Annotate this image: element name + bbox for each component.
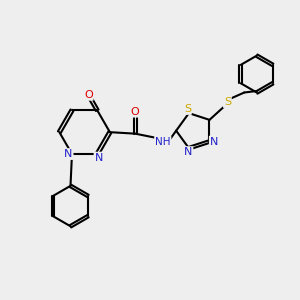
Text: S: S	[184, 104, 191, 114]
Text: N: N	[94, 153, 103, 163]
Text: O: O	[84, 90, 93, 100]
Text: S: S	[224, 97, 231, 107]
Text: NH: NH	[155, 137, 170, 147]
Text: N: N	[184, 147, 193, 157]
Text: N: N	[64, 149, 73, 159]
Text: N: N	[210, 136, 218, 146]
Text: O: O	[131, 107, 140, 117]
